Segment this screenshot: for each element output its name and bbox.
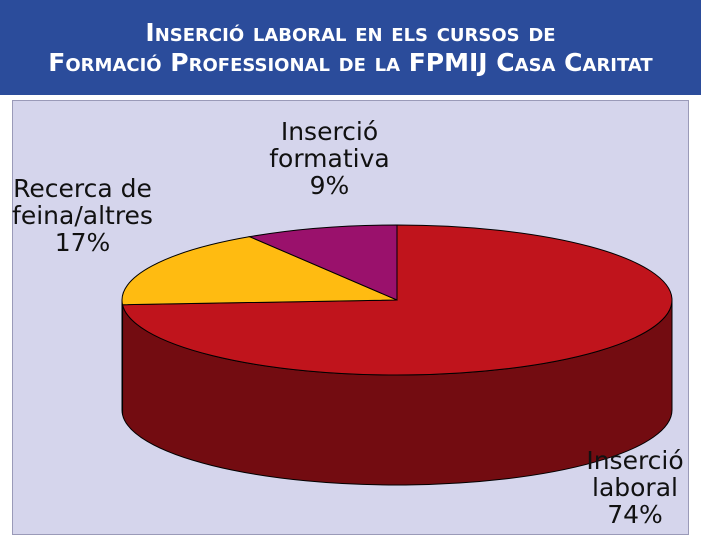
- header: Inserció laboral en els cursos de Formac…: [0, 0, 701, 95]
- value-label: 9%: [309, 171, 350, 200]
- slice-label: Inserció formativa 9%: [262, 118, 397, 199]
- pie-side: [121, 299, 124, 415]
- pie-slice: [121, 236, 398, 306]
- chart-title: Inserció laboral en els cursos de Formac…: [48, 18, 653, 77]
- slice-label: Recerca de feina/altres 17%: [0, 175, 165, 256]
- slice-label: Inserció laboral 74%: [575, 447, 695, 528]
- category-label: Inserció formativa: [269, 117, 390, 173]
- pie-slice: [247, 224, 398, 301]
- category-label: Inserció laboral: [586, 446, 684, 502]
- value-label: 17%: [54, 228, 111, 257]
- category-label: Recerca de feina/altres: [12, 174, 153, 230]
- value-label: 74%: [607, 500, 663, 529]
